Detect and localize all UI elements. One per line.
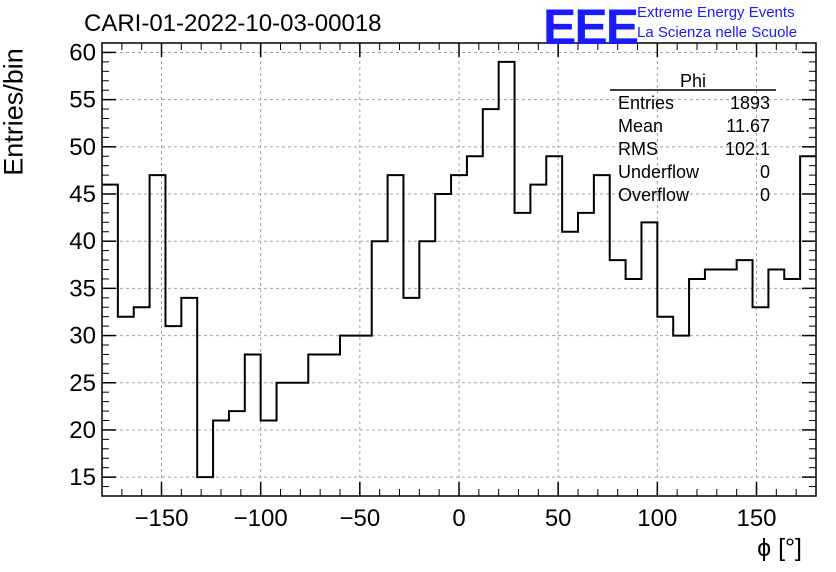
histogram-bin xyxy=(451,175,467,496)
stats-entries-label: Entries xyxy=(618,93,675,113)
y-tick-label: 40 xyxy=(69,228,96,255)
histogram-bin xyxy=(499,62,515,496)
histogram-bin xyxy=(197,477,213,496)
histogram-bin xyxy=(673,336,689,496)
histogram-bin xyxy=(562,232,578,496)
y-tick-label: 45 xyxy=(69,181,96,208)
histogram-bin xyxy=(721,270,737,497)
stats-mean-value: 11.67 xyxy=(726,116,770,136)
logo-line-1: Extreme Energy Events xyxy=(637,4,795,21)
x-tick-label: 100 xyxy=(637,505,677,532)
tick-labels-layer: −150 −100 −50 0 50 100 150 15 20 25 30 35 40 45 50 55 60 xyxy=(69,39,776,532)
stats-overflow-value: 0 xyxy=(759,185,770,205)
histogram-bin xyxy=(753,307,769,496)
histogram-bin xyxy=(657,317,673,496)
histogram-bin xyxy=(213,421,229,497)
y-axis-label: Entries/bin xyxy=(0,48,29,176)
histogram-bin xyxy=(515,213,531,496)
chart-title: CARI-01-2022-10-03-00018 xyxy=(84,10,382,37)
y-tick-label: 35 xyxy=(69,275,96,302)
stats-box-title: Phi xyxy=(680,71,707,91)
histogram-bin xyxy=(403,298,419,496)
histogram-bin xyxy=(784,279,800,496)
y-tick-label: 60 xyxy=(69,39,96,66)
histogram-bin xyxy=(245,354,261,496)
x-tick-label: 150 xyxy=(736,505,776,532)
x-tick-label: −150 xyxy=(134,505,188,532)
histogram-bin xyxy=(308,354,324,496)
histogram-bin xyxy=(134,307,150,496)
histogram-bin xyxy=(324,354,340,496)
histogram-bin xyxy=(594,175,610,496)
histogram-bin xyxy=(356,336,372,496)
logo-line-2: La Scienza nelle Scuole xyxy=(637,24,798,41)
histogram-bin xyxy=(530,185,546,496)
stats-underflow-value: 0 xyxy=(759,162,770,182)
histogram-bin xyxy=(292,383,308,496)
stats-rms-label: RMS xyxy=(618,139,658,159)
histogram-bin xyxy=(340,336,356,496)
stats-overflow-label: Overflow xyxy=(618,185,690,205)
histogram-outline xyxy=(102,60,816,479)
histogram-bin xyxy=(689,279,705,496)
stats-entries-value: 1893 xyxy=(729,93,770,113)
y-tick-label: 25 xyxy=(69,370,96,397)
bars-layer xyxy=(102,62,816,496)
histogram-bin xyxy=(768,270,784,497)
x-tick-label: 0 xyxy=(452,505,465,532)
y-tick-label: 15 xyxy=(69,464,96,491)
x-tick-label: 50 xyxy=(545,505,572,532)
histogram-bin xyxy=(705,270,721,497)
histogram-bin xyxy=(626,279,642,496)
stats-underflow-label: Underflow xyxy=(618,162,700,182)
ticks-layer xyxy=(101,42,817,496)
stats-mean-label: Mean xyxy=(618,116,664,136)
x-axis-label: ϕ [°] xyxy=(757,534,802,562)
histogram-bin xyxy=(578,213,594,496)
y-tick-label: 55 xyxy=(69,87,96,114)
x-tick-label: −50 xyxy=(339,505,380,532)
histogram-bin xyxy=(467,156,483,496)
histogram-bin xyxy=(372,241,388,496)
histogram-bin xyxy=(181,298,197,496)
histogram-bin xyxy=(118,317,134,496)
histogram-bin xyxy=(419,241,435,496)
histogram-bin xyxy=(641,222,657,496)
stats-rms-value: 102.1 xyxy=(724,139,770,159)
histogram-bin xyxy=(277,383,293,496)
eee-logo: EEE xyxy=(543,0,639,55)
histogram-bin xyxy=(388,175,404,496)
histogram-bin xyxy=(150,175,166,496)
y-tick-label: 50 xyxy=(69,134,96,161)
histogram-bin xyxy=(261,421,277,497)
y-tick-label: 30 xyxy=(69,323,96,350)
histogram-bin xyxy=(610,260,626,496)
histogram-bin xyxy=(483,109,499,496)
histogram-bin xyxy=(737,260,753,496)
y-tick-label: 20 xyxy=(69,417,96,444)
histogram-bin xyxy=(435,194,451,496)
histogram-bin xyxy=(229,411,245,496)
histogram-bin xyxy=(546,156,562,496)
x-tick-label: −100 xyxy=(234,505,288,532)
histogram-bin xyxy=(165,326,181,496)
